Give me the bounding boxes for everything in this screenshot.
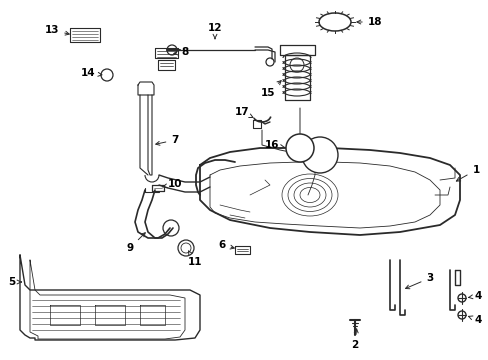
- Text: 11: 11: [187, 251, 202, 267]
- Text: 6: 6: [218, 240, 234, 250]
- Text: 13: 13: [45, 25, 69, 35]
- Text: 10: 10: [162, 179, 182, 189]
- Text: 8: 8: [173, 47, 188, 57]
- Circle shape: [285, 134, 313, 162]
- Text: 17: 17: [234, 107, 252, 117]
- Circle shape: [302, 137, 337, 173]
- Text: 12: 12: [207, 23, 222, 39]
- Text: 3: 3: [405, 273, 433, 289]
- Text: 7: 7: [156, 135, 178, 145]
- Text: 18: 18: [356, 17, 382, 27]
- Text: 15: 15: [260, 81, 281, 98]
- Text: 16: 16: [264, 140, 284, 150]
- Text: 4: 4: [468, 315, 481, 325]
- Text: 2: 2: [351, 329, 358, 350]
- Text: 5: 5: [8, 277, 21, 287]
- Text: 9: 9: [126, 233, 145, 253]
- Text: 4: 4: [468, 291, 481, 301]
- Text: 1: 1: [455, 165, 479, 181]
- Ellipse shape: [318, 13, 350, 31]
- Text: 14: 14: [81, 68, 102, 78]
